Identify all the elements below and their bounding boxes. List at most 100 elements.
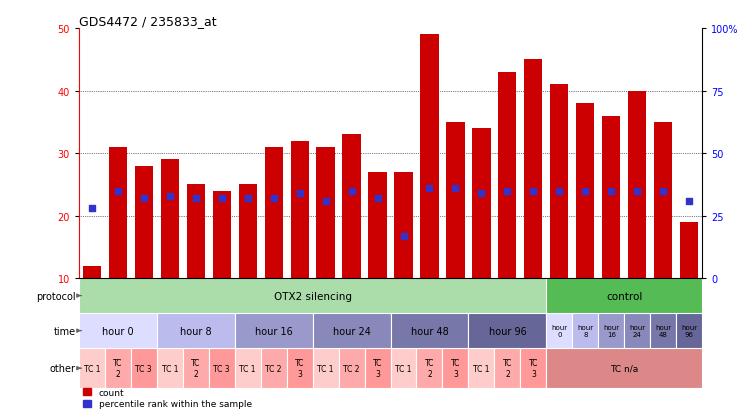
Bar [134,166,153,341]
Text: TC
2: TC 2 [191,358,201,378]
Text: hour 48: hour 48 [411,326,448,336]
Point [190,195,202,202]
Bar [364,348,391,388]
Point [294,190,306,197]
Text: TC
3: TC 3 [372,358,382,378]
Bar [312,313,391,348]
Point [683,198,695,204]
Bar [446,123,465,341]
Text: time: time [53,326,76,336]
Bar [79,313,157,348]
Point [320,198,332,204]
Text: TC
3: TC 3 [451,358,460,378]
Bar [547,348,702,388]
Bar [499,73,517,341]
Bar [187,185,205,341]
Bar [234,348,261,388]
Bar [421,35,439,341]
Text: hour
48: hour 48 [655,324,671,337]
Bar [83,266,101,341]
Text: TC 2: TC 2 [343,364,360,373]
Point [553,188,566,195]
Bar [391,348,417,388]
Bar [394,172,412,341]
Bar [676,313,702,348]
Bar [442,348,469,388]
Bar [209,348,234,388]
Bar [550,85,569,341]
Text: TC 1: TC 1 [318,364,334,373]
Legend: count, percentile rank within the sample: count, percentile rank within the sample [83,388,252,408]
Bar [312,348,339,388]
Bar [157,348,182,388]
Bar [547,313,572,348]
Text: TC 1: TC 1 [83,364,100,373]
Text: TC
3: TC 3 [295,358,304,378]
Bar [339,348,364,388]
Bar [261,348,287,388]
Text: hour
8: hour 8 [578,324,593,337]
Bar [79,278,547,313]
Bar [161,160,179,341]
Point [502,188,514,195]
Text: TC
2: TC 2 [113,358,122,378]
Point [86,205,98,212]
Text: hour 24: hour 24 [333,326,370,336]
Bar [213,191,231,341]
Text: OTX2 silencing: OTX2 silencing [273,291,351,301]
Text: other: other [50,363,76,373]
Bar [131,348,157,388]
Text: TC 2: TC 2 [265,364,282,373]
Bar [105,348,131,388]
Bar [520,348,547,388]
Bar [628,91,647,341]
Text: protocol: protocol [36,291,76,301]
Point [605,188,617,195]
Bar [182,348,209,388]
Point [242,195,254,202]
Bar [472,129,490,341]
Bar [369,172,387,341]
Bar [494,348,520,388]
Text: TC
3: TC 3 [529,358,538,378]
Bar [79,348,105,388]
Bar [524,60,542,341]
Bar [469,313,547,348]
Bar [547,278,702,313]
Text: hour
16: hour 16 [603,324,620,337]
Bar [572,313,599,348]
Text: TC 3: TC 3 [135,364,152,373]
Point [345,188,357,195]
Text: TC
2: TC 2 [502,358,512,378]
Bar [417,348,442,388]
Bar [680,222,698,341]
Bar [391,313,469,348]
Point [216,195,228,202]
Point [112,188,124,195]
Bar [239,185,257,341]
Point [527,188,539,195]
Bar [602,116,620,341]
Text: GDS4472 / 235833_at: GDS4472 / 235833_at [79,15,216,28]
Text: TC 1: TC 1 [240,364,256,373]
Bar [287,348,312,388]
Bar [109,147,127,341]
Bar [342,135,360,341]
Text: hour 8: hour 8 [180,326,212,336]
Text: hour
0: hour 0 [551,324,568,337]
Bar [469,348,494,388]
Point [397,233,409,239]
Bar [316,147,335,341]
Text: hour
24: hour 24 [629,324,645,337]
Text: TC
2: TC 2 [425,358,434,378]
Text: TC 1: TC 1 [473,364,490,373]
Point [164,193,176,199]
Point [372,195,384,202]
Text: hour 96: hour 96 [488,326,526,336]
Bar [654,123,672,341]
Point [632,188,644,195]
Point [137,195,149,202]
Text: hour 16: hour 16 [255,326,293,336]
Text: hour
96: hour 96 [681,324,697,337]
Text: hour 0: hour 0 [102,326,134,336]
